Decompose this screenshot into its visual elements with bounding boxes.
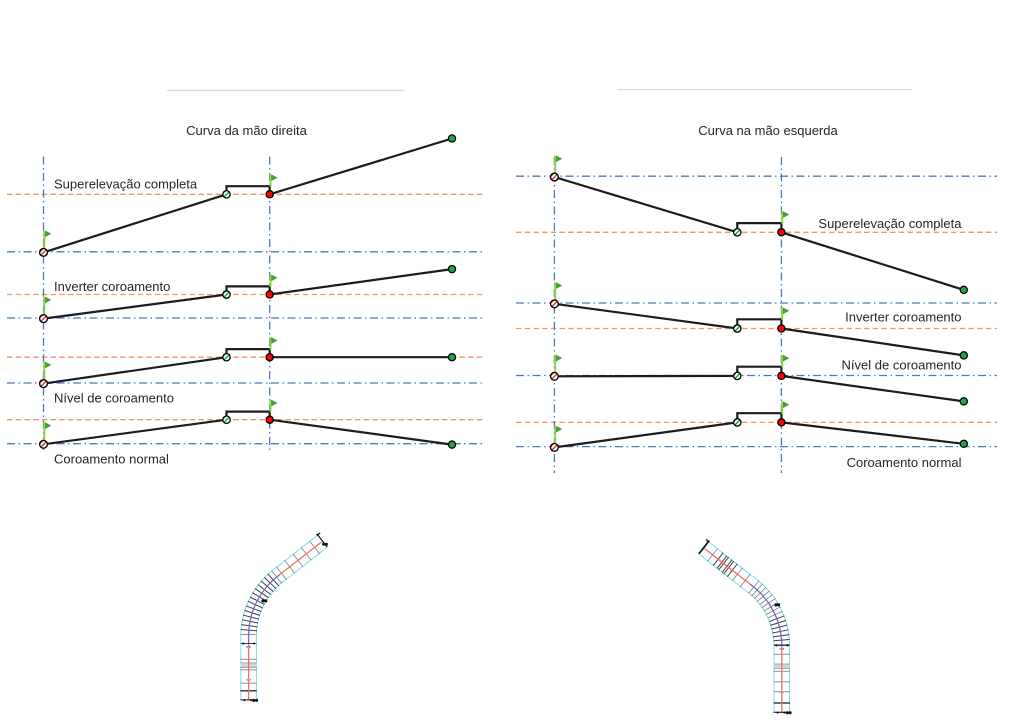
svg-text:Superelevação completa: Superelevação completa [818,216,962,231]
svg-text:Inverter coroamento: Inverter coroamento [54,279,170,294]
svg-text:Coroamento normal: Coroamento normal [54,452,169,467]
svg-text:Nível de coroamento: Nível de coroamento [842,358,962,373]
svg-text:Nível de coroamento: Nível de coroamento [54,390,174,405]
svg-text:Inverter coroamento: Inverter coroamento [845,310,961,325]
svg-text:Superelevação completa: Superelevação completa [54,177,198,192]
svg-text:Coroamento normal: Coroamento normal [847,455,962,470]
svg-text:Curva na mão esquerda: Curva na mão esquerda [698,123,838,138]
svg-text:Curva da mão direita: Curva da mão direita [186,123,307,138]
